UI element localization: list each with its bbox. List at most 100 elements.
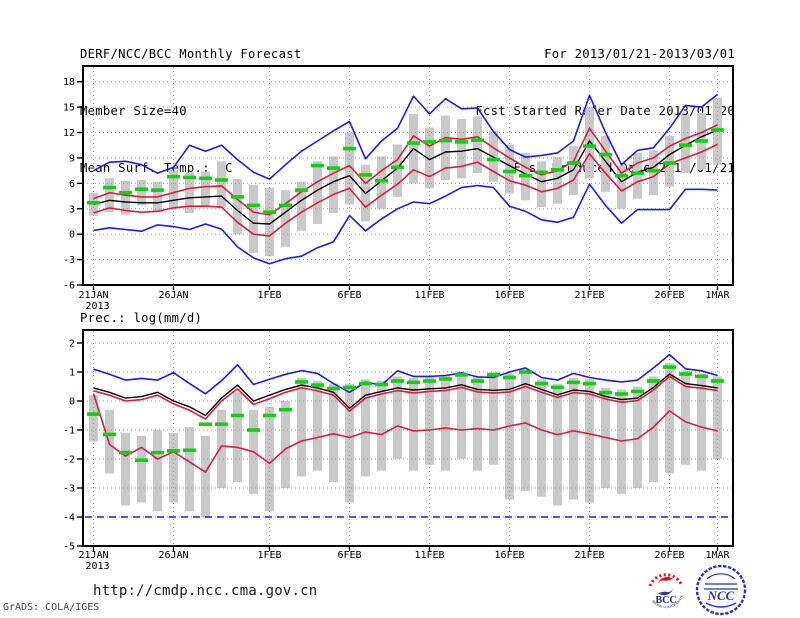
member-range-bar [121, 432, 130, 506]
ncc-globe-lines-icon [704, 573, 738, 590]
member-range-bar [297, 377, 306, 477]
member-range-bar [121, 180, 130, 215]
daily-median-dash [551, 385, 564, 390]
y-tick-label: 0 [69, 230, 75, 241]
daily-median-dash [615, 173, 628, 178]
member-range-bar [521, 369, 530, 491]
member-range-bar [537, 379, 546, 497]
member-range-bar [649, 376, 658, 483]
member-range-bar [633, 386, 642, 488]
daily-median-dash [119, 190, 132, 195]
x-tick-label: 1FEB [257, 550, 281, 561]
daily-median-dash [631, 171, 644, 175]
daily-median-dash [599, 390, 612, 395]
daily-median-dash [343, 385, 356, 390]
bcc-ring-cn-text-icon [648, 573, 684, 587]
ensemble-max-line [93, 353, 718, 395]
x-tick-label: 26FEB [654, 550, 684, 561]
member-range-bar [601, 135, 610, 192]
daily-median-dash [375, 179, 388, 183]
ensemble-max-line [93, 93, 718, 180]
member-range-bar [585, 379, 594, 503]
member-range-bar [393, 144, 402, 197]
daily-median-dash [311, 383, 324, 387]
bcc-swirl-red-icon [657, 576, 673, 585]
x-tick-label: 11FEB [414, 550, 444, 561]
upper-spread-line [93, 124, 718, 216]
daily-median-dash [535, 170, 548, 175]
daily-median-dash [343, 146, 356, 151]
plot-border [82, 329, 734, 547]
ncc-flourish-icon [705, 602, 737, 608]
member-range-bar [169, 170, 178, 209]
member-range-bar [185, 427, 194, 512]
member-range-bar [569, 146, 578, 196]
y-tick-label: -3 [63, 255, 75, 266]
ensemble-mean-line [93, 129, 718, 225]
member-range-bar [617, 165, 626, 209]
x-tick-label: 1FEB [257, 290, 281, 301]
y-tick-label: 12 [63, 128, 75, 139]
daily-median-dash [135, 458, 148, 462]
y-tick-label: 3 [69, 204, 75, 215]
member-range-bar [649, 150, 658, 196]
daily-median-dash [471, 138, 484, 142]
daily-median-dash [247, 428, 260, 432]
daily-median-dash [647, 379, 660, 383]
member-range-bar [345, 132, 354, 205]
daily-median-dash [119, 450, 132, 455]
daily-median-dash [375, 382, 388, 387]
daily-median-dash [391, 165, 404, 170]
member-range-bar [105, 178, 114, 213]
daily-median-dash [535, 381, 548, 386]
member-range-bar [281, 401, 290, 488]
daily-median-dash [407, 141, 420, 145]
daily-median-dash [167, 174, 180, 179]
member-range-bar [185, 172, 194, 213]
member-range-bar [473, 376, 482, 471]
upper-spread-line [93, 375, 718, 420]
daily-median-dash [215, 422, 228, 426]
member-range-bar [441, 115, 450, 180]
daily-median-dash [663, 365, 676, 369]
ncc-logo-text: NCC [707, 588, 735, 603]
member-range-bar [377, 380, 386, 471]
y-tick-label: 18 [63, 77, 75, 88]
daily-median-dash [439, 377, 452, 381]
member-range-bar [233, 179, 242, 235]
member-range-bar [313, 161, 322, 224]
y-tick-label: -1 [63, 426, 75, 437]
daily-median-dash [663, 161, 676, 165]
x-tick-label: 1MAR [705, 290, 730, 301]
y-tick-label: -5 [63, 542, 75, 553]
daily-median-dash [279, 203, 292, 208]
daily-median-dash [295, 380, 308, 384]
daily-median-dash [679, 143, 692, 147]
x-tick-label: 16FEB [494, 550, 524, 561]
daily-median-dash [503, 375, 516, 380]
daily-median-dash [487, 373, 500, 377]
ensemble-mean-line [93, 373, 718, 417]
y-tick-label: -4 [63, 513, 75, 524]
y-tick-label: 6 [69, 179, 75, 190]
daily-median-dash [423, 379, 436, 383]
member-range-bar [697, 373, 706, 471]
daily-median-dash [455, 140, 468, 144]
daily-median-dash [679, 372, 692, 376]
bcc-logo: BCC BEIJING CLIMATE CENTER [642, 566, 689, 613]
member-range-bar [297, 181, 306, 231]
footer-logos: BCC BEIJING CLIMATE CENTER NCC [642, 563, 748, 617]
grads-credit: GrADS: COLA/IGES [3, 602, 100, 613]
member-range-bar [489, 130, 498, 182]
member-range-bar [457, 372, 466, 459]
member-range-bar [505, 144, 514, 194]
x-tick-label: 1MAR [705, 550, 730, 561]
page-title: DERF/NCC/BCC Monthly Forecast [80, 47, 302, 61]
lower-spread-line [92, 393, 718, 473]
daily-median-dash [551, 168, 564, 172]
daily-median-dash [519, 173, 532, 178]
daily-median-dash [87, 201, 100, 205]
daily-median-dash [103, 432, 116, 437]
